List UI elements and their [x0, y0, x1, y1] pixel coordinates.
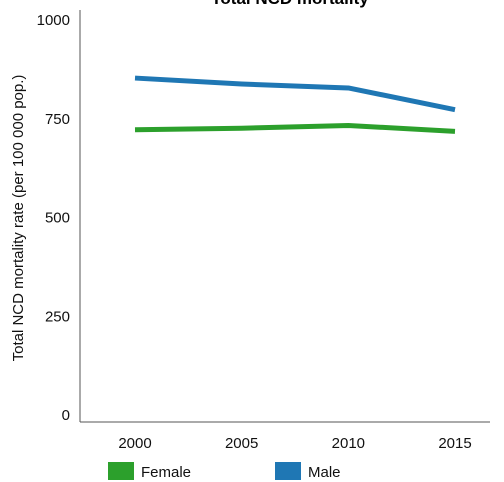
x-tick-label: 2015 — [438, 435, 471, 452]
legend-swatch-female — [108, 462, 134, 480]
series-lines — [134, 75, 456, 134]
x-tick-label: 2000 — [118, 435, 151, 452]
legend-swatch-male — [275, 462, 301, 480]
y-tick-label: 750 — [45, 111, 70, 128]
y-tick-label: 500 — [45, 210, 70, 227]
y-axis-label: Total NCD mortality rate (per 100 000 po… — [10, 75, 27, 362]
x-tick-label: 2005 — [225, 435, 258, 452]
y-tick-label: 1000 — [37, 12, 70, 29]
x-tick-labels: 2000 2005 2010 2015 — [118, 435, 471, 452]
legend: Female Male — [108, 462, 341, 481]
y-tick-labels: 0 250 500 750 1000 — [37, 12, 70, 424]
series-line-female — [134, 122, 456, 134]
legend-label-female: Female — [141, 464, 191, 481]
y-tick-label: 0 — [62, 407, 70, 424]
legend-label-male: Male — [308, 464, 341, 481]
y-tick-label: 250 — [45, 308, 70, 325]
x-tick-label: 2010 — [332, 435, 365, 452]
chart-title: Total NCD mortality — [211, 0, 369, 8]
series-line-male — [134, 75, 456, 113]
